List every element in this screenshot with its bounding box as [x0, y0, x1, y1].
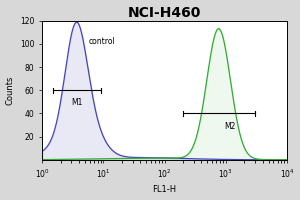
X-axis label: FL1-H: FL1-H [153, 185, 177, 194]
Title: NCI-H460: NCI-H460 [128, 6, 201, 20]
Y-axis label: Counts: Counts [6, 76, 15, 105]
Text: control: control [88, 37, 115, 46]
Text: M2: M2 [224, 122, 236, 131]
Text: M1: M1 [71, 98, 82, 107]
